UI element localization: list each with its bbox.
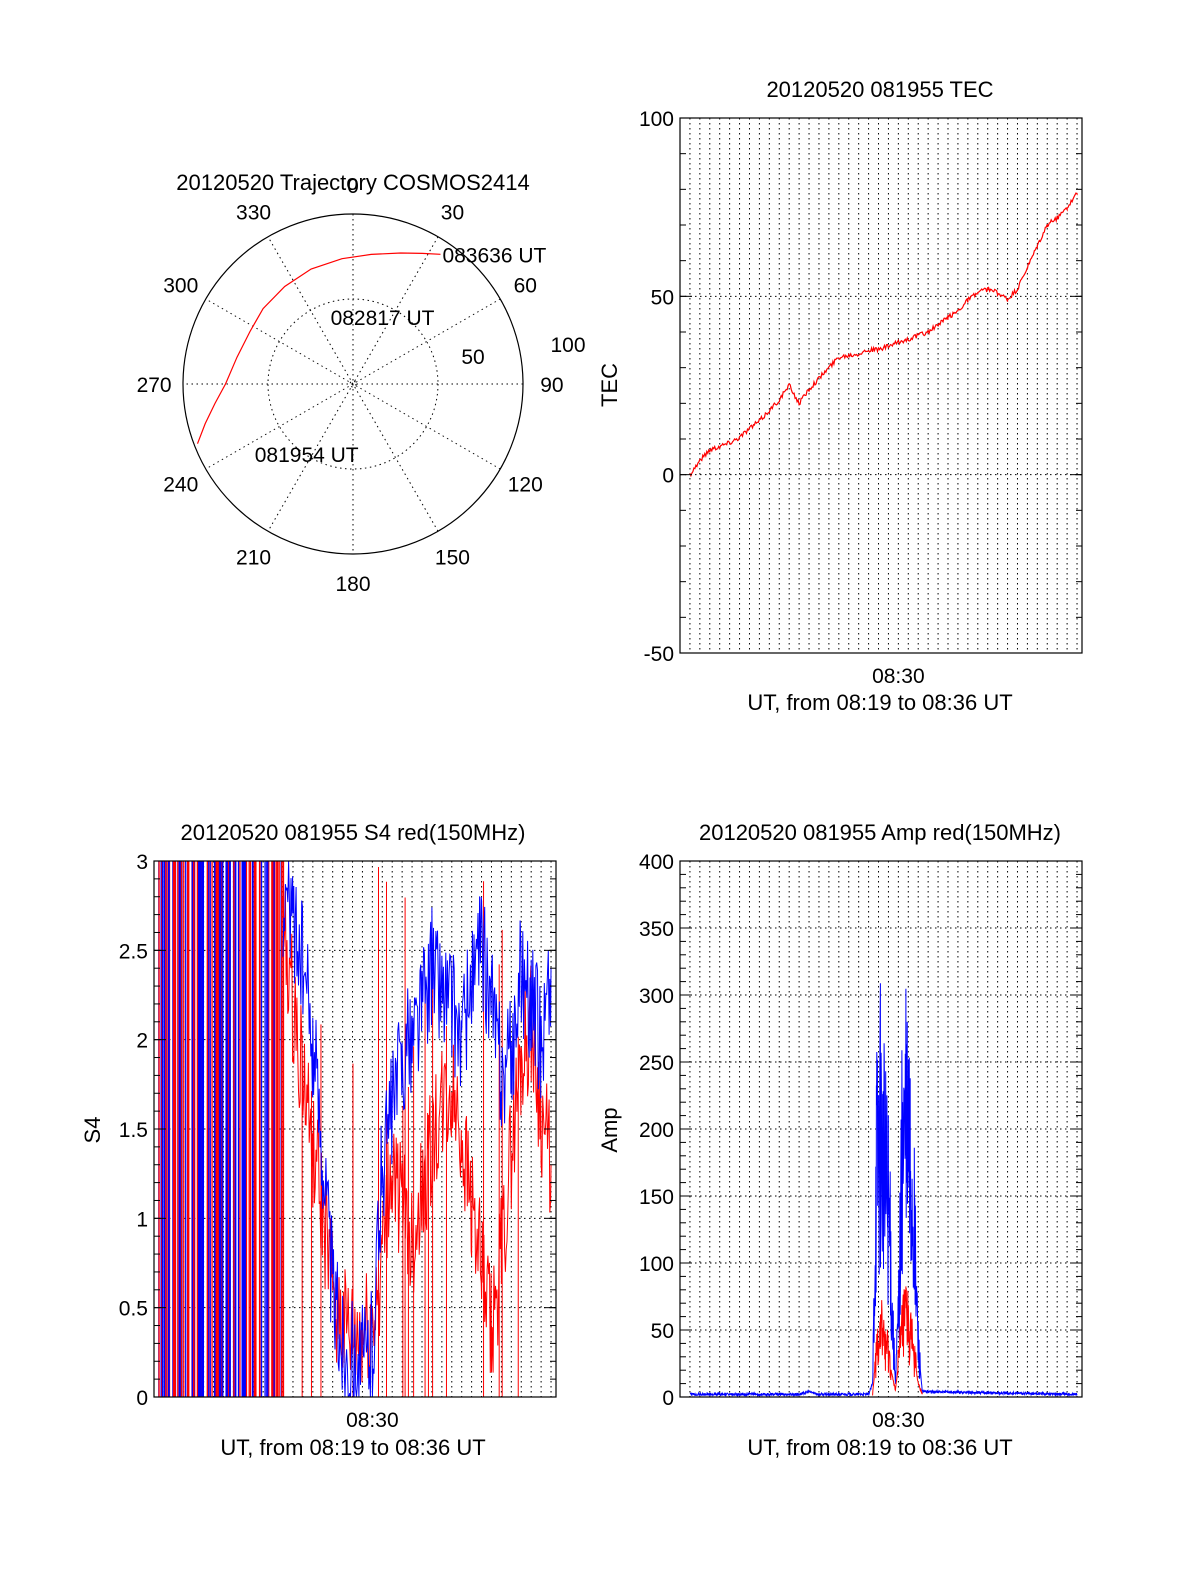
y-tick-label: 200 [639,1119,674,1142]
data-series-line [689,983,1078,1398]
azimuth-label: 90 [540,374,563,397]
s4-x-axis-label: UT, from 08:19 to 08:36 UT [220,1435,485,1460]
amp-y-axis-label: Amp [597,1107,622,1152]
trajectory-time-annotation: 083636 UT [442,244,546,267]
y-tick-label: 100 [639,1253,674,1276]
amp-title: 20120520 081955 Amp red(150MHz) [699,820,1061,845]
y-tick-label: 350 [639,918,674,941]
s4-chart: 20120520 081955 S4 red(150MHz) UT, from … [80,820,557,1460]
s4-title: 20120520 081955 S4 red(150MHz) [181,820,526,845]
x-tick-label: 08:30 [872,665,925,688]
y-tick-label: 3 [136,851,148,874]
y-tick-label: 250 [639,1052,674,1075]
y-tick-label: 2 [136,1030,148,1053]
y-tick-label: -50 [644,643,674,666]
amp-x-axis-label: UT, from 08:19 to 08:36 UT [747,1435,1012,1460]
trajectory-line [196,252,441,444]
azimuth-label: 330 [236,202,271,225]
trajectory-polar-chart: 20120520 Trajectory COSMOS2414 0 30 60 90 12… [137,170,586,596]
azimuth-label: 180 [335,573,370,596]
tec-chart: 20120520 081955 TEC UT, from 08:19 to 08… [597,77,1083,715]
trajectory-time-annotation: 082817 UT [331,307,435,330]
polar-spoke [267,236,439,532]
y-tick-label: 0 [662,1387,674,1410]
azimuth-label: 120 [508,473,543,496]
y-tick-label: 1.5 [119,1119,148,1142]
y-tick-label: 2.5 [119,940,148,963]
y-tick-label: 50 [651,1320,674,1343]
amp-chart: 20120520 081955 Amp red(150MHz) UT, from… [597,820,1083,1460]
azimuth-label: 210 [236,546,271,569]
x-tick-label: 08:30 [872,1409,925,1432]
x-tick-label: 08:30 [346,1409,399,1432]
y-tick-label: 150 [639,1186,674,1209]
tec-x-axis-label: UT, from 08:19 to 08:36 UT [747,690,1012,715]
s4-y-axis-label: S4 [80,1117,105,1144]
azimuth-label: 150 [435,546,470,569]
azimuth-label: 30 [441,202,464,225]
y-tick-label: 50 [651,286,674,309]
y-tick-label: 0 [136,1387,148,1410]
data-series-line [282,890,552,1383]
data-series-line [872,1286,923,1396]
azimuth-label: 270 [137,374,172,397]
y-tick-label: 400 [639,851,674,874]
y-tick-label: 1 [136,1208,148,1231]
plot-frame [679,117,1083,654]
azimuth-label: 0 [347,175,359,198]
radial-label: 100 [550,334,585,357]
y-tick-label: 0.5 [119,1298,148,1321]
data-series-line [282,860,552,1398]
trajectory-time-annotation: 081954 UT [255,444,359,467]
y-tick-label: 100 [639,108,674,131]
y-tick-label: 0 [662,465,674,488]
polar-title: 20120520 Trajectory COSMOS2414 [176,170,529,195]
tec-y-axis-label: TEC [597,363,622,407]
radial-label: 50 [461,346,484,369]
tec-title: 20120520 081955 TEC [766,77,993,102]
azimuth-label: 60 [514,275,537,298]
data-series-line [689,192,1078,478]
polar-center [349,380,357,388]
azimuth-label: 300 [163,275,198,298]
azimuth-label: 240 [163,473,198,496]
y-tick-label: 300 [639,985,674,1008]
